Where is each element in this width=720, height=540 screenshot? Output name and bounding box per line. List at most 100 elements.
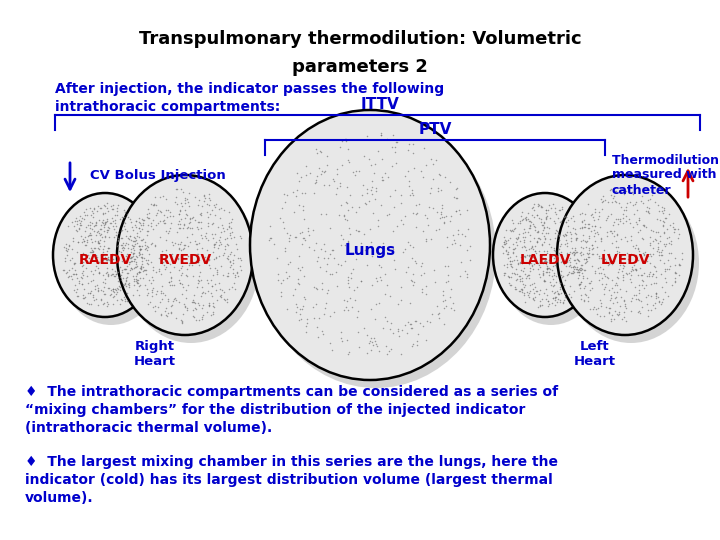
Point — [430, 226, 441, 235]
Point — [520, 243, 531, 252]
Point — [234, 262, 246, 271]
Point — [528, 202, 539, 211]
Point — [367, 208, 379, 217]
Point — [564, 258, 575, 266]
Point — [209, 211, 220, 219]
Point — [60, 239, 71, 248]
Point — [670, 261, 681, 269]
Point — [292, 264, 304, 272]
Point — [145, 279, 156, 287]
Point — [568, 262, 580, 271]
Point — [621, 187, 632, 195]
Point — [197, 300, 208, 309]
Point — [612, 242, 624, 251]
Point — [222, 240, 233, 248]
Point — [78, 248, 89, 257]
Point — [207, 292, 218, 301]
Point — [553, 232, 564, 241]
Point — [609, 294, 621, 302]
Point — [615, 252, 626, 260]
Point — [674, 230, 685, 238]
Point — [508, 225, 519, 233]
Point — [94, 258, 105, 267]
Point — [321, 259, 333, 268]
Point — [208, 254, 220, 263]
Point — [654, 255, 666, 264]
Point — [521, 251, 533, 259]
Point — [528, 285, 539, 293]
Point — [119, 280, 130, 288]
Point — [148, 200, 160, 208]
Point — [526, 280, 538, 289]
Point — [498, 261, 510, 269]
Point — [86, 267, 97, 275]
Point — [554, 236, 565, 245]
Point — [328, 175, 339, 184]
Point — [519, 253, 531, 261]
Point — [543, 255, 554, 264]
Point — [650, 288, 662, 297]
Point — [300, 171, 311, 179]
Point — [520, 213, 531, 222]
Point — [396, 326, 408, 334]
Point — [300, 161, 312, 170]
Point — [181, 194, 193, 203]
Point — [567, 211, 578, 220]
Point — [122, 233, 134, 242]
Point — [103, 224, 114, 233]
Point — [462, 270, 473, 279]
Point — [528, 251, 540, 260]
Point — [125, 252, 137, 261]
Point — [559, 290, 571, 299]
Point — [127, 241, 138, 249]
Point — [340, 137, 351, 145]
Point — [311, 257, 323, 266]
Point — [376, 247, 387, 256]
Point — [91, 286, 103, 294]
Point — [415, 261, 426, 270]
Point — [677, 248, 688, 257]
Point — [202, 279, 214, 287]
Point — [450, 194, 462, 202]
Point — [604, 186, 616, 194]
Point — [161, 235, 172, 244]
Point — [199, 192, 210, 200]
Point — [369, 337, 381, 346]
Point — [634, 307, 645, 315]
Point — [505, 273, 516, 281]
Point — [78, 285, 90, 294]
Point — [541, 261, 552, 270]
Point — [540, 277, 552, 286]
Point — [653, 247, 665, 256]
Point — [548, 288, 559, 297]
Point — [81, 205, 92, 213]
Point — [99, 237, 110, 246]
Point — [341, 199, 353, 207]
Point — [434, 213, 446, 222]
Point — [570, 265, 581, 273]
Point — [197, 283, 208, 292]
Point — [91, 206, 103, 215]
Point — [173, 224, 184, 232]
Point — [299, 235, 310, 244]
Point — [575, 243, 587, 252]
Point — [629, 282, 641, 291]
Point — [598, 254, 609, 263]
Point — [546, 252, 558, 260]
Point — [181, 211, 192, 219]
Point — [430, 278, 441, 286]
Point — [160, 263, 171, 272]
Point — [570, 234, 582, 242]
Point — [547, 200, 559, 208]
Point — [173, 210, 184, 219]
Point — [575, 237, 587, 246]
Point — [541, 208, 552, 217]
Point — [316, 327, 328, 335]
Point — [631, 294, 642, 303]
Point — [123, 283, 135, 292]
Point — [562, 256, 573, 265]
Point — [137, 256, 148, 265]
Point — [298, 292, 310, 301]
Point — [612, 311, 624, 320]
Point — [599, 283, 611, 292]
